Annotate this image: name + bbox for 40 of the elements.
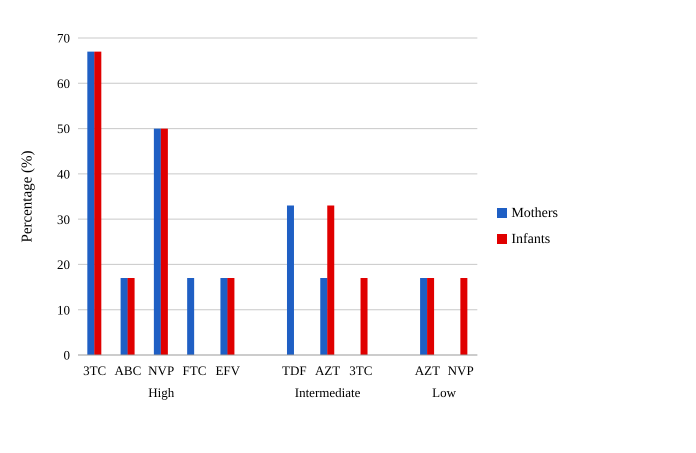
text: High bbox=[148, 385, 175, 400]
bar bbox=[420, 278, 428, 355]
y-axis-title: Percentage (%) bbox=[19, 150, 36, 243]
x-tick-label: AZT bbox=[414, 363, 440, 378]
x-tick-label: 3TC bbox=[349, 363, 372, 378]
y-tick-label: 20 bbox=[57, 257, 70, 272]
bar bbox=[460, 278, 468, 355]
bar bbox=[360, 278, 368, 355]
bar bbox=[220, 278, 228, 355]
y-tick-label: 50 bbox=[57, 121, 70, 136]
y-tick-label: 60 bbox=[57, 76, 70, 91]
x-tick-label: TDF bbox=[282, 363, 307, 378]
x-tick-label: ABC bbox=[114, 363, 142, 378]
y-tick-label: 30 bbox=[57, 212, 70, 227]
legend-label: Mothers bbox=[511, 206, 558, 220]
text: Intermediate bbox=[294, 385, 361, 400]
bar bbox=[286, 206, 294, 355]
y-tick-label: 70 bbox=[57, 30, 70, 46]
bar bbox=[427, 278, 434, 355]
legend-label: Infants bbox=[511, 232, 550, 246]
y-tick-label: 10 bbox=[57, 302, 70, 318]
y-tick-label: 0 bbox=[64, 348, 70, 363]
x-tick-label: NVP bbox=[148, 363, 174, 378]
y-tick-label: 40 bbox=[57, 166, 70, 182]
bar bbox=[160, 128, 168, 355]
bar bbox=[320, 278, 328, 355]
x-tick-label: EFV bbox=[215, 363, 241, 378]
x-tick-label: 3TC bbox=[83, 363, 106, 378]
x-tick-label: NVP bbox=[448, 363, 474, 378]
bar bbox=[87, 52, 94, 355]
bar bbox=[128, 278, 135, 355]
x-tick-label: FTC bbox=[182, 363, 206, 378]
bar bbox=[120, 278, 128, 355]
bar bbox=[327, 206, 334, 355]
bar bbox=[154, 128, 161, 355]
bar bbox=[187, 278, 194, 355]
bar bbox=[227, 278, 234, 355]
x-tick-label: AZT bbox=[314, 363, 340, 378]
text: Low bbox=[432, 385, 457, 400]
bar bbox=[94, 52, 102, 355]
